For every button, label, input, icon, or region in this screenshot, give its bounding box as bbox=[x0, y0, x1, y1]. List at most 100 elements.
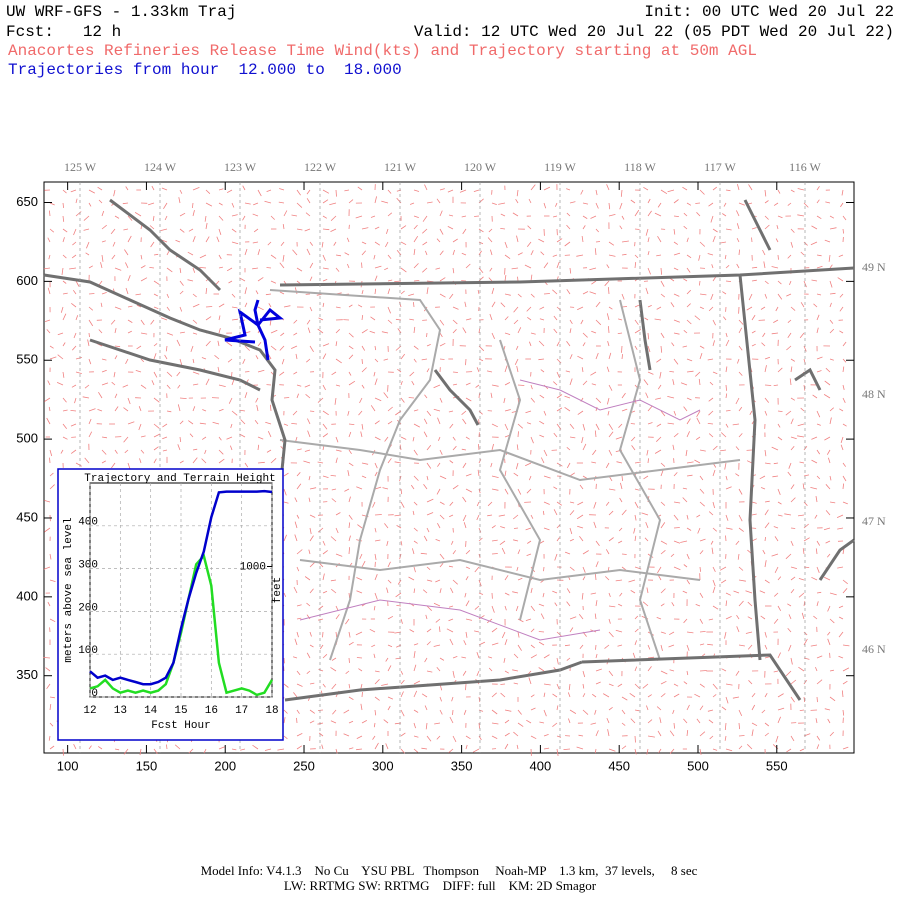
wind-barb bbox=[777, 436, 783, 441]
wind-barb bbox=[543, 202, 547, 209]
wind-barb bbox=[413, 475, 419, 481]
wind-barb bbox=[686, 704, 690, 711]
wind-barb bbox=[582, 670, 586, 678]
wind-barb bbox=[462, 496, 467, 503]
wind-barb bbox=[88, 265, 94, 269]
wind-barb bbox=[647, 371, 654, 375]
wind-barb bbox=[192, 383, 199, 386]
wind-barb bbox=[113, 371, 116, 378]
wind-barb bbox=[62, 748, 64, 756]
wind-barb bbox=[140, 332, 148, 335]
wind-barb bbox=[712, 566, 716, 572]
wind-barb bbox=[591, 461, 597, 464]
wind-barb bbox=[673, 358, 679, 365]
wind-barb bbox=[526, 553, 532, 556]
wind-barb bbox=[764, 644, 768, 650]
wind-barb bbox=[838, 605, 844, 609]
wind-barb bbox=[43, 566, 51, 570]
wind-barb bbox=[777, 716, 781, 724]
wind-barb bbox=[686, 730, 689, 737]
wind-barb bbox=[552, 693, 558, 698]
wind-barb bbox=[538, 631, 545, 633]
wind-barb bbox=[708, 397, 714, 402]
wind-barb bbox=[815, 496, 818, 503]
wind-barb bbox=[555, 202, 558, 207]
wind-barb bbox=[461, 215, 467, 218]
wind-barb bbox=[554, 602, 558, 607]
wind-barb bbox=[504, 605, 507, 611]
wind-barb bbox=[618, 603, 623, 607]
wind-barb bbox=[719, 449, 727, 452]
wind-barb bbox=[318, 605, 324, 610]
wind-barb bbox=[736, 614, 740, 620]
wind-barb bbox=[608, 592, 611, 598]
wind-barb bbox=[293, 586, 298, 594]
wind-barb bbox=[589, 267, 597, 271]
wind-barb bbox=[621, 354, 623, 360]
wind-barb bbox=[802, 548, 805, 555]
wind-barb bbox=[387, 705, 391, 711]
wind-barb bbox=[114, 355, 118, 360]
wind-barb bbox=[564, 644, 571, 647]
wind-barb bbox=[800, 251, 805, 256]
wind-barb bbox=[530, 707, 536, 711]
wind-barb bbox=[413, 540, 418, 544]
wind-barb bbox=[426, 332, 428, 338]
wind-barb bbox=[530, 397, 536, 403]
wind-barb bbox=[530, 514, 534, 519]
wind-barb bbox=[370, 215, 376, 218]
wind-barb bbox=[606, 184, 610, 191]
wind-barb bbox=[280, 241, 285, 246]
wind-barb bbox=[296, 483, 302, 490]
wind-barb bbox=[304, 228, 311, 232]
wind-barb bbox=[348, 449, 352, 455]
wind-barb bbox=[569, 354, 573, 360]
wind-barb bbox=[504, 434, 510, 438]
wind-barb bbox=[356, 735, 363, 739]
wind-barb bbox=[829, 501, 836, 504]
wind-barb bbox=[426, 670, 433, 673]
wind-barb bbox=[841, 690, 844, 698]
wind-barb bbox=[348, 496, 351, 503]
wind-barb bbox=[816, 410, 821, 418]
wind-barb bbox=[218, 384, 226, 387]
wind-barb bbox=[318, 317, 324, 321]
wind-barb bbox=[331, 588, 337, 594]
wind-barb bbox=[394, 280, 402, 282]
wind-barb bbox=[348, 199, 354, 204]
wind-barb bbox=[605, 576, 610, 581]
wind-barb bbox=[673, 252, 681, 256]
wind-barb bbox=[504, 470, 507, 477]
wind-barb bbox=[683, 406, 688, 412]
y-tick-label: 550 bbox=[16, 352, 38, 367]
wind-barb bbox=[829, 227, 837, 230]
wind-barb bbox=[426, 512, 434, 516]
wind-barb bbox=[686, 254, 692, 259]
wind-barb bbox=[335, 631, 338, 638]
wind-barb bbox=[49, 484, 55, 490]
wind-barb bbox=[400, 397, 405, 403]
wind-barb bbox=[582, 225, 586, 230]
wind-barb bbox=[88, 418, 92, 425]
wind-barb bbox=[634, 640, 637, 646]
wind-barb bbox=[516, 365, 519, 373]
wind-barb bbox=[602, 693, 610, 698]
wind-barb bbox=[525, 462, 532, 467]
wind-barb bbox=[307, 418, 311, 425]
wind-barb bbox=[526, 422, 532, 425]
wind-barb bbox=[49, 618, 56, 623]
wind-barb bbox=[699, 705, 704, 711]
wind-barb bbox=[826, 553, 831, 558]
wind-barb bbox=[374, 288, 377, 295]
wind-barb bbox=[708, 306, 714, 312]
header-trajectory: Trajectories from hour 12.000 to 18.000 bbox=[8, 61, 402, 79]
wind-barb bbox=[569, 527, 573, 535]
wind-barb bbox=[330, 475, 337, 477]
wind-barb bbox=[582, 683, 585, 689]
wind-barb bbox=[381, 200, 389, 204]
wind-barb bbox=[164, 354, 168, 360]
wind-barb bbox=[582, 291, 589, 295]
wind-barb bbox=[267, 431, 272, 438]
wind-barb bbox=[512, 212, 519, 217]
wind-barb bbox=[491, 332, 495, 339]
